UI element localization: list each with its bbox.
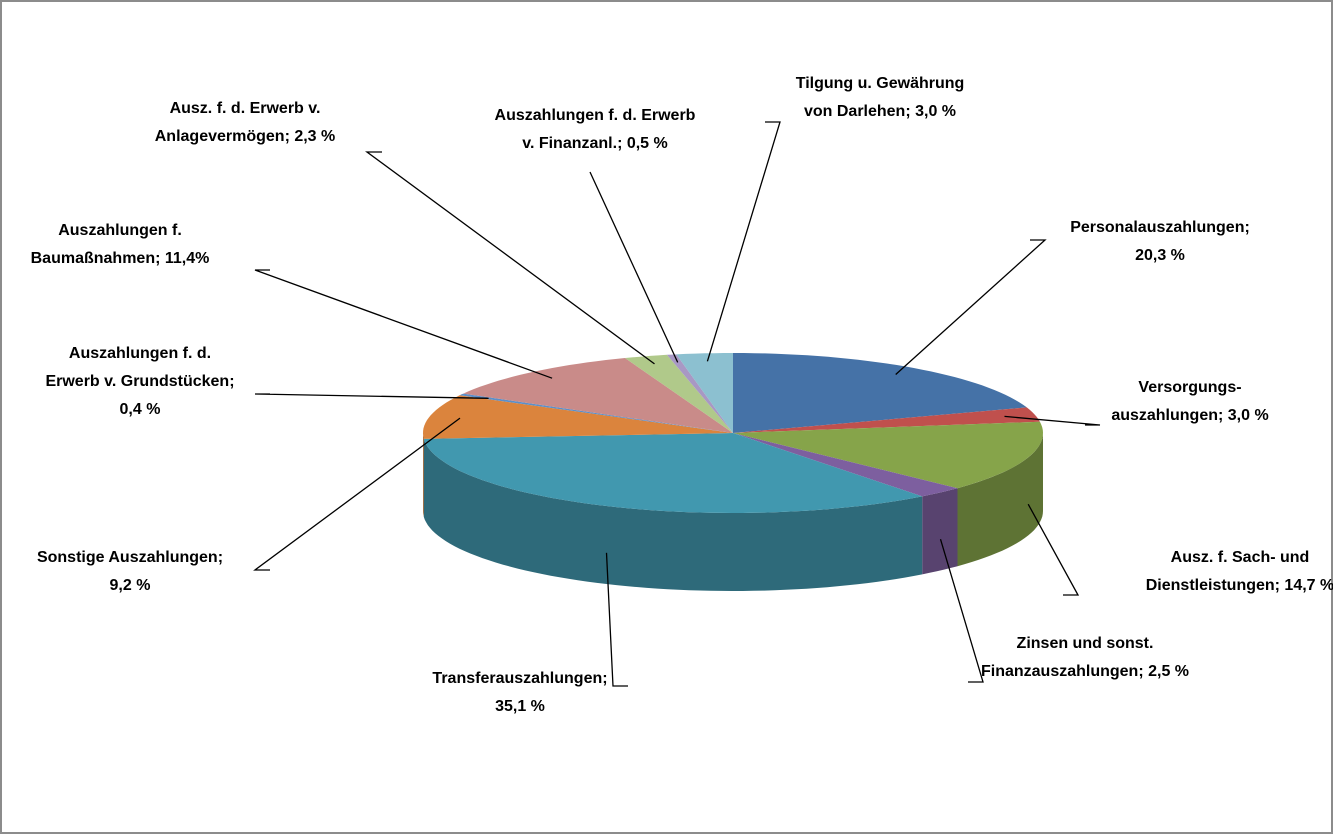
slice-label: Ausz. f. d. Erwerb v. Anlagevermögen; 2,3…	[155, 100, 336, 145]
leader-line	[254, 393, 489, 399]
slice-label-line: Anlagevermögen; 2,3 %	[155, 128, 336, 145]
leader-line	[365, 151, 655, 365]
leader-line	[253, 417, 461, 571]
leader-line	[706, 121, 781, 362]
slice	[733, 407, 1040, 433]
slice-side	[957, 433, 1043, 567]
slice-label-line: 9,2 %	[110, 577, 151, 594]
slice-label: Personalauszahlungen; 20,3 %	[1070, 219, 1250, 264]
slice-label-line: Auszahlungen f.	[58, 222, 182, 239]
slice-label-line: Finanzauszahlungen; 2,5 %	[981, 663, 1189, 680]
slice-label-line: Dienstleistungen; 14,7 %	[1146, 577, 1333, 594]
slice-label-line: Transferauszahlungen;	[432, 670, 607, 687]
slice-label: Transferauszahlungen; 35,1 %	[432, 670, 607, 715]
slice	[625, 354, 733, 433]
slice-label-line: Tilgung u. Gewährung	[796, 75, 965, 92]
pie-top	[423, 353, 1043, 513]
leader-line	[254, 269, 553, 379]
slice-label-line: auszahlungen; 3,0 %	[1111, 407, 1268, 424]
slice-label-line: v. Finanzanl.; 0,5 %	[522, 135, 668, 152]
slice-side	[423, 433, 424, 517]
slice-label-line: 20,3 %	[1135, 247, 1185, 264]
slice	[666, 354, 733, 433]
slice-label-line: Versorgungs-	[1138, 379, 1241, 396]
slice	[676, 353, 733, 433]
slice-label: Zinsen und sonst. Finanzauszahlungen; 2,5…	[981, 635, 1189, 680]
pie-sides	[423, 433, 1043, 591]
slice-label: Sonstige Auszahlungen; 9,2 %	[37, 549, 223, 594]
slice-label-line: von Darlehen; 3,0 %	[804, 103, 956, 120]
leader-line	[1004, 415, 1101, 426]
slice-label-line: Auszahlungen f. d. Erwerb	[495, 107, 696, 124]
slice-label: Tilgung u. Gewährung von Darlehen; 3,0 %	[796, 75, 965, 120]
slice-label-line: Baumaßnahmen; 11,4%	[31, 250, 210, 267]
slice-label-line: Auszahlungen f. d.	[69, 345, 211, 362]
slice-label-line: Zinsen und sonst.	[1017, 635, 1154, 652]
leader-line	[589, 171, 679, 363]
slice-side	[922, 488, 958, 575]
leader-line	[939, 539, 984, 683]
slice-label: Versorgungs-auszahlungen; 3,0 %	[1111, 379, 1268, 424]
slice-label-line: 35,1 %	[495, 698, 545, 715]
slice-label: Auszahlungen f. Baumaßnahmen; 11,4%	[31, 222, 210, 267]
slice	[733, 421, 1043, 489]
slice	[463, 358, 733, 433]
slice	[459, 393, 733, 433]
slice-label-line: Ausz. f. Sach- und	[1171, 549, 1310, 566]
slice-label: Ausz. f. Sach- und Dienstleistungen; 14,7…	[1146, 549, 1333, 594]
slice	[733, 433, 958, 497]
slice-label-line: Ausz. f. d. Erwerb v.	[170, 100, 321, 117]
slice	[423, 395, 733, 439]
slice	[423, 433, 923, 513]
slice-side	[423, 438, 923, 591]
slice-label: Auszahlungen f. d. Erwerb v. Grundstücken…	[45, 345, 234, 418]
leader-line	[605, 552, 628, 687]
slice-label-line: Sonstige Auszahlungen;	[37, 549, 223, 566]
leader-line	[895, 239, 1047, 375]
leader-line	[1027, 503, 1080, 596]
slice-label-line: 0,4 %	[120, 401, 161, 418]
slice	[733, 353, 1027, 433]
slice-label: Auszahlungen f. d. Erwerb v. Finanzanl.; …	[495, 107, 696, 152]
slice-label-line: Personalauszahlungen;	[1070, 219, 1250, 236]
slice-label-line: Erwerb v. Grundstücken;	[45, 373, 234, 390]
